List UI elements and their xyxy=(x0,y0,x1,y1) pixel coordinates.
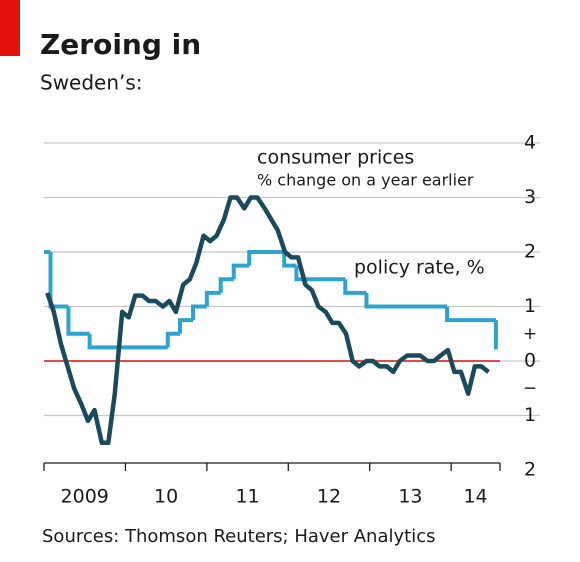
step-segment xyxy=(48,252,69,309)
y-tick-label: 1 xyxy=(524,295,536,317)
step-segment xyxy=(294,265,346,282)
step-segment xyxy=(364,292,448,309)
step-segment xyxy=(231,263,250,280)
step-segment xyxy=(218,277,234,293)
source-note: Sources: Thomson Reuters; Haver Analytic… xyxy=(42,526,436,547)
annotation: % change on a year earlier xyxy=(257,171,474,190)
step-segment xyxy=(177,318,194,334)
line-series xyxy=(45,195,490,446)
x-tick-label: 10 xyxy=(154,486,178,508)
y-tick-label: 2 xyxy=(524,241,536,263)
sign-label: + xyxy=(523,324,537,344)
annotation: consumer prices xyxy=(257,147,414,169)
step-segment xyxy=(87,333,168,350)
sign-label: − xyxy=(523,378,537,398)
step-segment xyxy=(191,304,207,321)
step-segment xyxy=(445,306,496,323)
step-segment xyxy=(493,320,498,350)
x-tick-label: 13 xyxy=(398,486,422,508)
x-tick-label: 14 xyxy=(463,486,487,508)
y-tick-label: 2 xyxy=(524,459,536,481)
step-segment xyxy=(247,250,285,266)
y-tick-label: 0 xyxy=(524,350,536,372)
chart-title: Zeroing in xyxy=(40,28,201,61)
y-tick-label: 4 xyxy=(524,132,536,154)
step-segment xyxy=(204,290,221,307)
x-tick-label: 12 xyxy=(317,486,341,508)
annotation: policy rate, % xyxy=(354,257,485,279)
chart-subtitle: Sweden’s: xyxy=(40,71,143,95)
y-tick-label: 1 xyxy=(524,404,536,426)
brand-tab xyxy=(0,0,20,56)
step-segment xyxy=(165,331,180,348)
x-tick-label: 11 xyxy=(235,486,259,508)
x-tick-label: 2009 xyxy=(61,486,109,508)
step-segment xyxy=(282,252,297,268)
step-segment xyxy=(66,306,90,336)
step-segment xyxy=(343,279,367,295)
y-tick-label: 3 xyxy=(524,186,536,208)
